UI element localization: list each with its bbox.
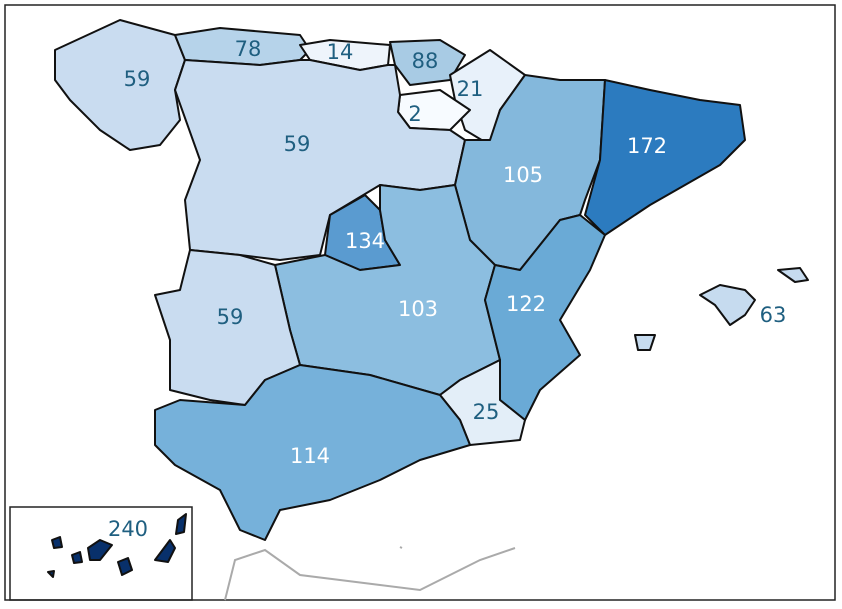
region: [634, 334, 656, 351]
region-value-label: 172: [627, 134, 667, 158]
region: [154, 539, 176, 563]
region-value-label: 14: [327, 40, 354, 64]
region: [87, 539, 113, 561]
region-value-label: 59: [124, 67, 151, 91]
region-value-label: 63: [760, 303, 787, 327]
region-value-label: 25: [473, 400, 500, 424]
region: [54, 19, 186, 151]
region: [175, 513, 187, 535]
region-value-label: 88: [412, 49, 439, 73]
region-value-label: 114: [290, 444, 330, 468]
map-frame: [4, 4, 836, 601]
region: [777, 267, 809, 283]
region-value-label: 78: [235, 37, 262, 61]
region-value-label: 2: [408, 102, 421, 126]
neighbour-coast: [224, 546, 516, 601]
region-value-label: 240: [108, 517, 148, 541]
region-value-label: 122: [506, 292, 546, 316]
region: [51, 536, 63, 549]
region: [117, 557, 133, 576]
region-value-label: 21: [457, 77, 484, 101]
inset-frame: [9, 506, 193, 601]
region: [154, 364, 471, 541]
region-value-label: 103: [398, 297, 438, 321]
region: [584, 79, 746, 236]
region-value-label: 105: [503, 163, 543, 187]
region-value-label: 59: [284, 132, 311, 156]
region: [47, 570, 55, 578]
region-value-label: 134: [345, 229, 385, 253]
region: [699, 284, 756, 326]
region-value-label: 59: [217, 305, 244, 329]
region: [71, 551, 83, 564]
